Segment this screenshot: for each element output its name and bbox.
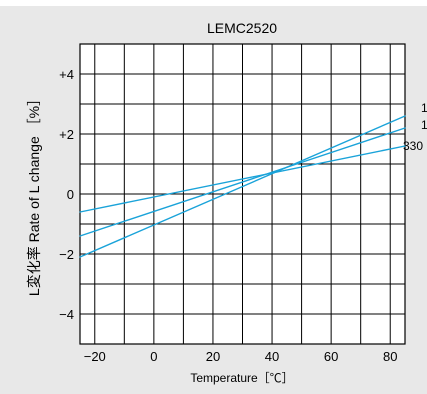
x-axis-label: Temperature［℃］: [190, 371, 293, 385]
x-tick-label: −20: [84, 349, 106, 364]
x-tick-labels: −20 0 20 40 60 80: [84, 349, 398, 364]
series-line: [79, 127, 406, 237]
series-label: 1R0: [421, 118, 427, 132]
y-tick-label: −4: [59, 307, 74, 322]
series-line: [79, 145, 406, 213]
y-tick-label: +4: [59, 67, 74, 82]
x-tick-label: 60: [324, 349, 338, 364]
y-tick-labels: +4 +2 0 −2 −4: [59, 67, 74, 322]
y-axis-label: L変化率 Rate of L change ［%］: [26, 92, 42, 296]
series-lines: 100 1R0 330: [79, 101, 427, 258]
x-tick-label: 40: [265, 349, 279, 364]
series-label: 100: [421, 101, 427, 115]
series-label: 330: [403, 139, 423, 153]
plot-frame: [79, 43, 406, 345]
y-tick-label: +2: [59, 127, 74, 142]
x-tick-label: 20: [206, 349, 220, 364]
x-tick-label: 80: [383, 349, 397, 364]
y-tick-label: 0: [67, 187, 74, 202]
series-line: [79, 115, 406, 258]
y-tick-label: −2: [59, 247, 74, 262]
chart-title: LEMC2520: [207, 20, 277, 36]
grid: [80, 44, 405, 344]
x-tick-label: 0: [150, 349, 157, 364]
